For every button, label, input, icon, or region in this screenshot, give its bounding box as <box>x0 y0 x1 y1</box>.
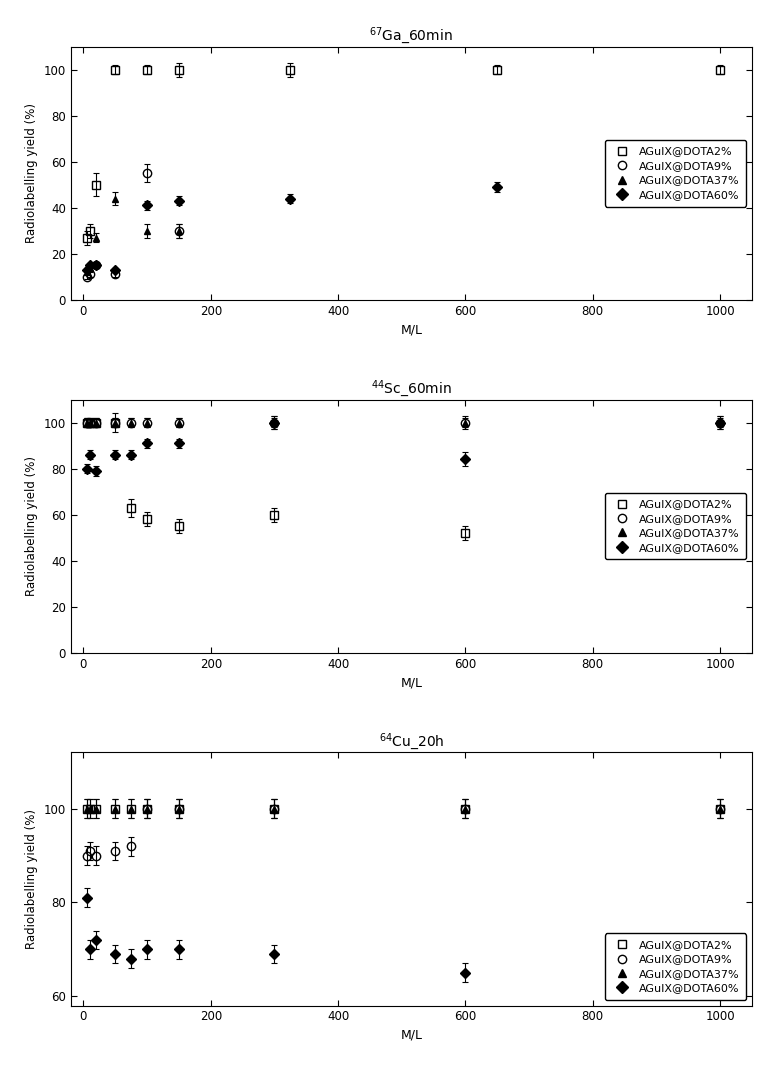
Legend: AGuIX@DOTA2%, AGuIX@DOTA9%, AGuIX@DOTA37%, AGuIX@DOTA60%: AGuIX@DOTA2%, AGuIX@DOTA9%, AGuIX@DOTA37… <box>605 140 747 207</box>
Y-axis label: Radiolabelling yield (%): Radiolabelling yield (%) <box>25 809 38 949</box>
X-axis label: M/L: M/L <box>400 676 423 689</box>
Y-axis label: Radiolabelling yield (%): Radiolabelling yield (%) <box>25 103 38 243</box>
X-axis label: M/L: M/L <box>400 1029 423 1042</box>
Title: $^{64}$Cu_20h: $^{64}$Cu_20h <box>378 731 444 751</box>
Legend: AGuIX@DOTA2%, AGuIX@DOTA9%, AGuIX@DOTA37%, AGuIX@DOTA60%: AGuIX@DOTA2%, AGuIX@DOTA9%, AGuIX@DOTA37… <box>605 493 747 559</box>
Title: $^{67}$Ga_60min: $^{67}$Ga_60min <box>369 25 453 46</box>
Y-axis label: Radiolabelling yield (%): Radiolabelling yield (%) <box>25 456 38 596</box>
Legend: AGuIX@DOTA2%, AGuIX@DOTA9%, AGuIX@DOTA37%, AGuIX@DOTA60%: AGuIX@DOTA2%, AGuIX@DOTA9%, AGuIX@DOTA37… <box>605 934 747 1000</box>
Title: $^{44}$Sc_60min: $^{44}$Sc_60min <box>371 378 451 399</box>
X-axis label: M/L: M/L <box>400 323 423 336</box>
